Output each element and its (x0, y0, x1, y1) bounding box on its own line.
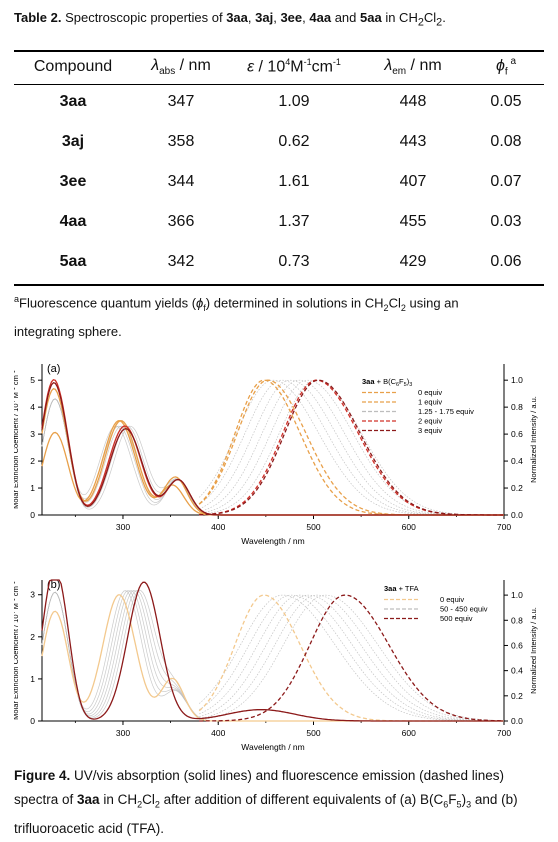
table-row: 4aa 366 1.37 455 0.03 (59, 213, 522, 230)
x-tick-label: 500 (306, 522, 320, 532)
header-em: λem / nm (384, 56, 442, 78)
y2-tick-label: 0.0 (511, 510, 523, 520)
y2-tick-label: 0.2 (511, 691, 523, 701)
table-header-rule (14, 84, 544, 85)
legend-label: 3 equiv (418, 426, 442, 435)
y-tick-label: 1 (30, 674, 35, 684)
y-tick-label: 4 (30, 402, 35, 412)
x-tick-label: 700 (497, 728, 511, 738)
x-tick-label: 700 (497, 522, 511, 532)
y-tick-label: 3 (30, 429, 35, 439)
legend-label: 50 - 450 equiv (440, 605, 488, 614)
header-eps: ε / 104M-1cm-1 (247, 57, 341, 76)
y2-tick-label: 0.4 (511, 666, 523, 676)
em-series-3-equiv (199, 379, 504, 516)
y2-tick-label: 0.8 (511, 615, 523, 625)
em-series-500-equiv (199, 594, 504, 722)
legend-label: 1.25 - 1.75 equiv (418, 407, 474, 416)
legend-label: 2 equiv (418, 417, 442, 426)
legend-title: 3aa + B(C6F5)3 (362, 377, 412, 388)
y-tick-label: 3 (30, 590, 35, 600)
header-abs: λabs / nm (151, 56, 211, 78)
legend-label: 0 equiv (418, 388, 442, 397)
y-tick-label: 0 (30, 510, 35, 520)
em-series-0-equiv (198, 594, 504, 722)
panel-label: (a) (47, 363, 60, 375)
y-tick-label: 2 (30, 632, 35, 642)
table-row: 3aj 358 0.62 443 0.08 (61, 133, 522, 150)
x-tick-label: 400 (211, 728, 225, 738)
y-axis-label: Molar Extinction Coefficient / 104 M-1 c… (14, 581, 20, 720)
em-series-gray (199, 379, 504, 516)
table-header-row: Compound λabs / nm ε / 104M-1cm-1 λem / … (14, 52, 544, 82)
table-top-rule (14, 50, 544, 52)
y2-tick-label: 1.0 (511, 590, 523, 600)
y-tick-label: 2 (30, 456, 35, 466)
figure-panel-b: 300 400 500 600 700 0 1 2 3 0.0 0.2 0.4 0.6 0.8 1.0 Wav… (11, 558, 549, 758)
x-tick-label: 500 (306, 728, 320, 738)
y-axis-label: Molar Extinction Coefficient / 104 M-1 c… (14, 370, 20, 509)
legend-label: 500 equiv (440, 614, 473, 623)
header-phi: ϕf a (495, 56, 517, 78)
table-row: 3ee 344 1.61 407 0.07 (59, 173, 522, 190)
y-tick-label: 0 (30, 716, 35, 726)
header-compound: Compound (33, 58, 113, 75)
em-series-2-equiv (199, 379, 504, 516)
figure-caption: Figure 4. UV/vis absorption (solid lines… (14, 768, 518, 836)
spectra-chart-b: 300 400 500 600 700 0 1 2 3 0.0 0.2 0.4 0.6 0.8 1.0 Wav… (11, 579, 538, 752)
spectra-chart-a: 300 400 500 600 700 0 1 2 3 4 5 0.0 0.2 0.4 0.6 0.8 1.0 W… (11, 363, 538, 546)
y2-axis-label: Normalized Intensity / a.u. (529, 396, 538, 483)
em-series-gray (199, 594, 504, 722)
y2-tick-label: 0.8 (511, 402, 523, 412)
figure-panel-a: 300 400 500 600 700 0 1 2 3 4 5 0.0 0.2 0.4 0.6 0.8 1.0 W… (11, 350, 549, 560)
em-series-gray (199, 379, 504, 516)
x-axis-label: Wavelength / nm (241, 742, 304, 752)
x-tick-label: 600 (402, 522, 416, 532)
y-tick-label: 1 (30, 483, 35, 493)
table-caption: Table 2. Spectroscopic properties of 3aa… (14, 10, 446, 29)
y2-axis-label: Normalized Intensity / a.u. (529, 607, 538, 694)
x-tick-label: 400 (211, 522, 225, 532)
spectroscopic-table: Compound λabs / nm ε / 104M-1cm-1 λem / … (14, 52, 544, 282)
y2-tick-label: 0.6 (511, 640, 523, 650)
y-tick-label: 5 (30, 375, 35, 385)
table-row: 5aa 342 0.73 429 0.06 (59, 253, 522, 270)
panel-label: (b) (47, 579, 60, 591)
legend-label: 1 equiv (418, 398, 442, 407)
abs-series-500-equiv (41, 579, 503, 722)
table-bottom-rule (14, 284, 544, 286)
y2-tick-label: 0.2 (511, 483, 523, 493)
x-tick-label: 600 (402, 728, 416, 738)
table-row: 3aa 347 1.09 448 0.05 (59, 93, 522, 110)
y2-tick-label: 0.6 (511, 429, 523, 439)
em-series-gray (199, 594, 504, 721)
x-axis-label: Wavelength / nm (241, 536, 304, 546)
y2-tick-label: 0.4 (511, 456, 523, 466)
em-series-gray (199, 379, 504, 516)
abs-series-3-equiv (41, 381, 503, 516)
legend-label: 0 equiv (440, 595, 464, 604)
y2-tick-label: 1.0 (511, 375, 523, 385)
table-footnote: aFluorescence quantum yields (ϕf) determ… (14, 294, 459, 339)
legend-title: 3aa + TFA (384, 584, 419, 593)
y2-tick-label: 0.0 (511, 716, 523, 726)
x-tick-label: 300 (116, 728, 130, 738)
x-tick-label: 300 (116, 522, 130, 532)
